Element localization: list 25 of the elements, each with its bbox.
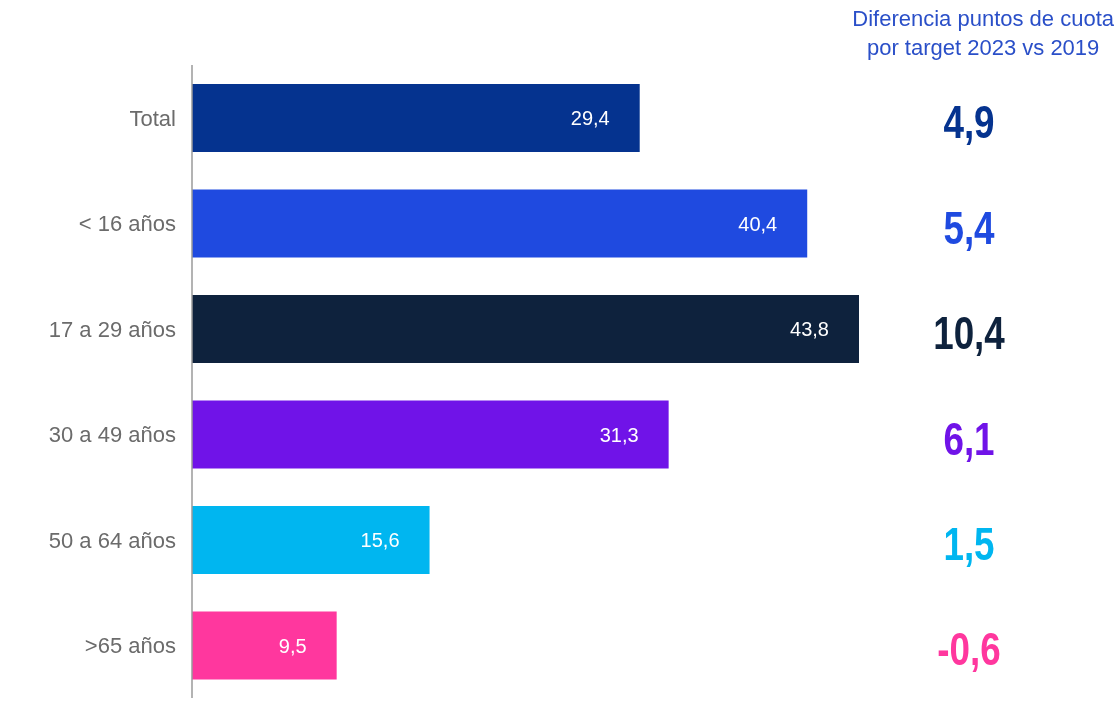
text: -0,6	[937, 623, 1001, 676]
data-label: 31,3	[599, 423, 639, 446]
y-tick-label: >65 años	[84, 633, 176, 659]
bar	[192, 295, 859, 363]
data-label: 40,4	[738, 212, 778, 235]
text: 1,5	[943, 518, 995, 570]
data-label: 9,5	[278, 634, 307, 657]
y-tick-label: 17 a 29 años	[48, 316, 176, 342]
y-tick-label: Total	[129, 105, 176, 131]
text: 4,9	[943, 96, 995, 148]
bar	[192, 506, 430, 574]
text: 5,4	[943, 201, 995, 254]
bar	[192, 611, 337, 680]
y-tick-label: 30 a 49 años	[48, 422, 176, 448]
data-label: 43,8	[790, 318, 829, 340]
data-label: 15,6	[360, 529, 400, 551]
bar	[192, 189, 808, 258]
text: 6,1	[943, 412, 995, 465]
bar	[192, 84, 640, 152]
text: Diferencia puntos de cuota por target 2023 vs 2019	[852, 5, 1114, 62]
y-tick-label: 50 a 64 años	[48, 527, 176, 553]
y-tick-label: < 16 años	[78, 211, 176, 237]
bar	[192, 400, 669, 469]
text: 10,4	[933, 307, 1005, 359]
data-label: 29,4	[570, 107, 610, 129]
